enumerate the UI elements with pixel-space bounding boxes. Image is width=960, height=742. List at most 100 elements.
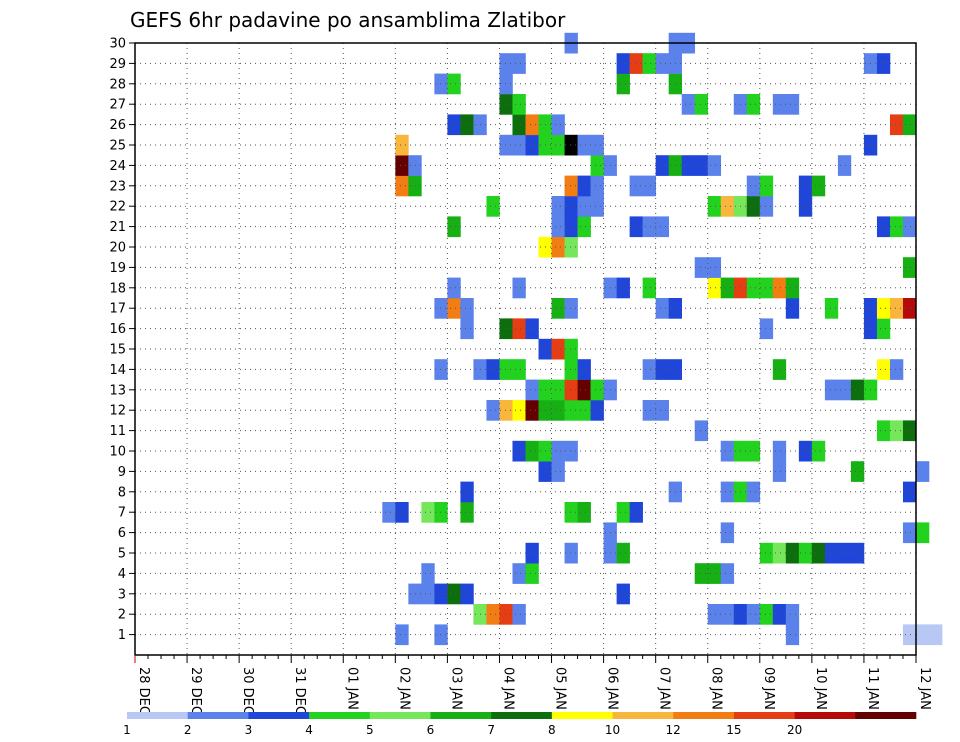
- x-tick-label-1: 29 DEC: [188, 667, 203, 715]
- cell-m1-s60: [916, 624, 930, 646]
- cell-m10-s47: [746, 440, 761, 462]
- cell-m25-s33: [564, 134, 578, 156]
- cell-m26-s32: [551, 114, 565, 136]
- cell-m4-s30: [525, 563, 539, 584]
- cell-m14-s57: [876, 359, 891, 380]
- cell-m23-s38: [629, 175, 643, 197]
- cell-m4-s22: [421, 563, 435, 584]
- cell-m29-s40: [655, 53, 669, 74]
- cell-m7-s25: [460, 502, 474, 523]
- cell-m13-s30: [525, 379, 539, 401]
- cell-m2-s49: [772, 604, 787, 625]
- cell-m22-s35: [590, 196, 604, 217]
- cell-m15-s33: [564, 338, 578, 360]
- colorbar-swatch-9: [673, 712, 735, 719]
- cell-m19-s44: [707, 257, 722, 278]
- y-tick-label-4: 4: [118, 567, 126, 582]
- cell-m25-s29: [512, 134, 526, 156]
- y-tick-label-9: 9: [118, 465, 126, 480]
- cell-m10-s45: [720, 440, 735, 462]
- cell-m14-s58: [889, 359, 904, 380]
- cell-m27-s28: [499, 94, 513, 115]
- colorbar-label-1: 1: [123, 723, 131, 737]
- cell-m14-s23: [434, 359, 448, 380]
- cell-m21-s34: [577, 216, 591, 238]
- cell-m7-s33: [564, 502, 578, 523]
- colorbar-label-10: 10: [605, 723, 620, 737]
- cell-m18-s24: [447, 277, 461, 299]
- cell-m3-s22: [421, 583, 435, 605]
- cell-m8-s45: [720, 481, 735, 503]
- cell-m5-s53: [824, 542, 839, 564]
- cell-m4-s44: [707, 563, 722, 584]
- cell-m14-s40: [655, 359, 669, 380]
- cell-m3-s37: [616, 583, 630, 605]
- cell-m2-s50: [785, 604, 800, 625]
- cell-m2-s48: [759, 604, 774, 625]
- y-tick-label-29: 29: [109, 57, 126, 72]
- cell-m22-s47: [746, 196, 761, 217]
- cell-m27-s29: [512, 94, 526, 115]
- y-tick-label-5: 5: [118, 547, 126, 562]
- colorbar-label-20: 20: [787, 723, 802, 737]
- colorbar-label-12: 12: [666, 723, 681, 737]
- cell-m10-s30: [525, 440, 539, 462]
- cell-m17-s24: [447, 298, 461, 319]
- chart-title: GEFS 6hr padavine po ansamblima Zlatibor: [130, 8, 566, 32]
- cell-m10-s29: [512, 440, 526, 462]
- cell-m12-s35: [590, 400, 604, 421]
- cell-m23-s34: [577, 175, 591, 197]
- cell-m1-s20: [395, 624, 409, 646]
- cell-m7-s22: [421, 502, 435, 523]
- x-tick-label-14: 11 JAN: [865, 667, 880, 710]
- colorbar-swatch-3: [309, 712, 371, 719]
- cell-m10-s32: [551, 440, 565, 462]
- cell-m16-s29: [512, 318, 526, 340]
- cell-m9-s32: [551, 461, 565, 482]
- y-tick-label-3: 3: [118, 587, 126, 602]
- colorbar-swatch-2: [248, 712, 310, 719]
- cell-m24-s40: [655, 155, 669, 176]
- cell-m11-s43: [694, 420, 709, 442]
- cell-m14-s29: [512, 359, 526, 380]
- x-tick-label-9: 06 JAN: [605, 667, 620, 710]
- colorbar-swatch-5: [430, 712, 492, 719]
- cell-m13-s53: [824, 379, 839, 401]
- cell-m24-s20: [395, 155, 409, 176]
- cell-m27-s43: [694, 94, 709, 115]
- cell-m22-s33: [564, 196, 578, 217]
- cell-m7-s34: [577, 502, 591, 523]
- y-tick-label-20: 20: [109, 241, 126, 256]
- cell-m23-s52: [811, 175, 826, 197]
- x-tick-label-13: 10 JAN: [813, 667, 828, 710]
- cell-m18-s50: [785, 277, 800, 299]
- cell-m19-s43: [694, 257, 709, 278]
- cell-m3-s25: [460, 583, 474, 605]
- cell-m27-s47: [746, 94, 761, 115]
- cell-m2-s29: [512, 604, 526, 625]
- cell-m26-s58: [889, 114, 904, 136]
- x-tick-label-2: 30 DEC: [240, 667, 255, 715]
- colorbar-swatch-6: [491, 712, 553, 719]
- cell-m16-s28: [499, 318, 513, 340]
- cell-m5-s55: [850, 542, 865, 564]
- cell-m12-s30: [525, 400, 539, 421]
- cell-m17-s23: [434, 298, 448, 319]
- cell-m23-s20: [395, 175, 409, 197]
- cell-m9-s55: [850, 461, 865, 482]
- cell-m22-s32: [551, 196, 565, 217]
- cell-m1-s59: [902, 624, 917, 646]
- y-tick-label-15: 15: [109, 343, 126, 358]
- colorbar-label-8: 8: [548, 723, 556, 737]
- cell-m2-s44: [707, 604, 722, 625]
- cell-m10-s33: [564, 440, 578, 462]
- y-tick-label-22: 22: [109, 200, 126, 215]
- cell-m12-s32: [551, 400, 565, 421]
- cell-m6-s60: [916, 522, 930, 544]
- cell-m21-s33: [564, 216, 578, 238]
- cell-m16-s25: [460, 318, 474, 340]
- y-tick-label-30: 30: [109, 37, 126, 52]
- cell-m18-s37: [616, 277, 630, 299]
- cell-m25-s30: [525, 134, 539, 156]
- cell-m17-s59: [902, 298, 917, 319]
